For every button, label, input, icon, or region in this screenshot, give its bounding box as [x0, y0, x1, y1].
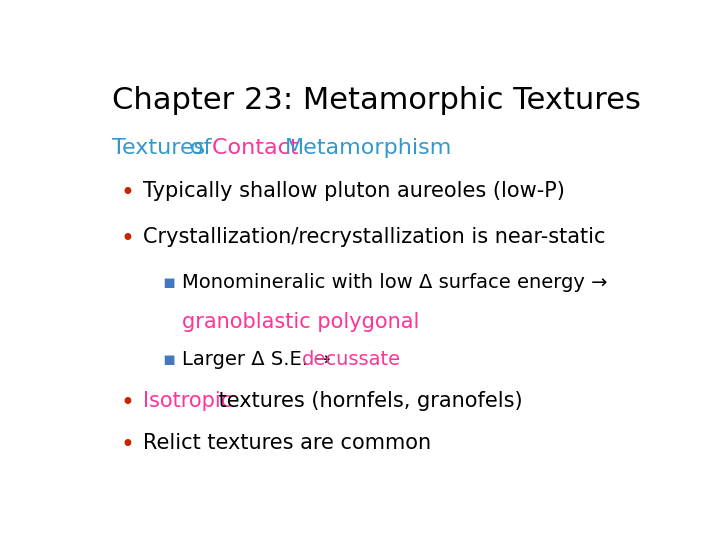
- Text: Larger Δ S.E. →: Larger Δ S.E. →: [182, 349, 337, 369]
- Text: ▪: ▪: [163, 273, 176, 292]
- Text: Relict textures are common: Relict textures are common: [143, 433, 431, 453]
- Text: Isotropic: Isotropic: [143, 391, 233, 411]
- Text: granoblastic polygonal: granoblastic polygonal: [182, 312, 420, 332]
- Text: Contact: Contact: [212, 138, 306, 158]
- Text: •: •: [121, 391, 135, 415]
- Text: textures (hornfels, granofels): textures (hornfels, granofels): [212, 391, 523, 411]
- Text: •: •: [121, 181, 135, 205]
- Text: Chapter 23: Metamorphic Textures: Chapter 23: Metamorphic Textures: [112, 85, 642, 114]
- Text: Monomineralic with low Δ surface energy →: Monomineralic with low Δ surface energy …: [182, 273, 614, 292]
- Text: Typically shallow pluton aureoles (low-P): Typically shallow pluton aureoles (low-P…: [143, 181, 565, 201]
- Text: •: •: [121, 227, 135, 251]
- Text: •: •: [121, 433, 135, 457]
- Text: Crystallization/recrystallization is near-static: Crystallization/recrystallization is nea…: [143, 227, 606, 247]
- Text: of: of: [190, 138, 219, 158]
- Text: Textures: Textures: [112, 138, 212, 158]
- Text: Metamorphism: Metamorphism: [285, 138, 452, 158]
- Text: ▪: ▪: [163, 349, 176, 369]
- Text: decussate: decussate: [302, 349, 401, 369]
